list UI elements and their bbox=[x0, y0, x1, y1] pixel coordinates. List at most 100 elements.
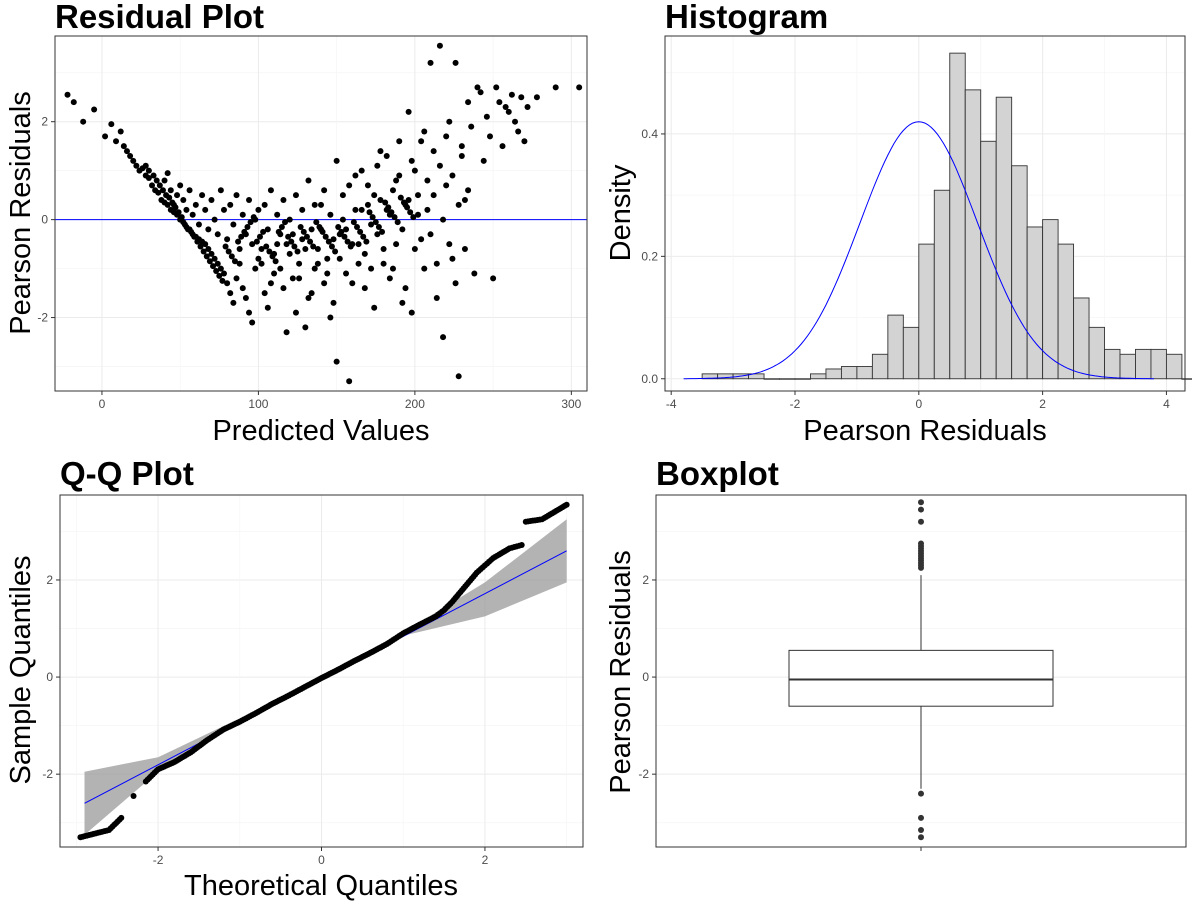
residual-point bbox=[347, 243, 354, 250]
residual-point bbox=[205, 226, 212, 233]
residual-point bbox=[214, 231, 221, 238]
histogram-bar bbox=[1073, 297, 1090, 380]
residual-point bbox=[440, 216, 447, 223]
residual-point bbox=[314, 260, 321, 267]
residual-point bbox=[120, 143, 127, 150]
density-curve bbox=[683, 121, 1154, 380]
residual-point bbox=[205, 246, 212, 252]
residual-point bbox=[261, 201, 268, 208]
residual-point bbox=[490, 275, 497, 282]
histogram-bar bbox=[995, 96, 1013, 380]
outlier-point bbox=[918, 518, 924, 525]
residual-point bbox=[271, 270, 278, 277]
histogram-bar bbox=[1165, 353, 1183, 380]
residual-point bbox=[319, 228, 326, 235]
x-tick-label: 4 bbox=[1163, 397, 1170, 411]
histogram-bar bbox=[825, 368, 842, 380]
residual-point bbox=[199, 192, 206, 199]
residual-point bbox=[493, 84, 500, 91]
residual-point bbox=[524, 104, 531, 110]
residual-point bbox=[280, 197, 287, 204]
residual-point bbox=[255, 206, 262, 213]
residual-point bbox=[228, 253, 235, 260]
residual-point bbox=[375, 223, 382, 230]
residual-point bbox=[155, 189, 162, 196]
residual-point bbox=[300, 228, 307, 235]
residual-point bbox=[458, 143, 465, 150]
residual-point bbox=[289, 231, 296, 238]
residual-point bbox=[275, 228, 282, 235]
residual-point bbox=[211, 255, 218, 262]
residual-point bbox=[239, 285, 246, 292]
qq-plot-ticks: -2 0 2 -2 0 2 bbox=[42, 573, 488, 867]
x-tick-label: 2 bbox=[1039, 397, 1046, 411]
residual-point bbox=[305, 177, 312, 184]
residual-point bbox=[291, 243, 298, 250]
residual-plot-border bbox=[54, 35, 588, 392]
residual-point bbox=[183, 206, 190, 213]
residual-plot-xlabel: Predicted Values bbox=[212, 415, 429, 447]
histogram-bar bbox=[794, 378, 811, 380]
residual-point bbox=[364, 201, 371, 208]
residual-point bbox=[418, 236, 425, 243]
residual-point bbox=[461, 197, 468, 204]
residual-point bbox=[436, 42, 443, 49]
residual-point bbox=[178, 214, 185, 221]
histogram-border bbox=[664, 35, 1186, 392]
residual-point bbox=[278, 223, 285, 230]
residual-point bbox=[358, 167, 365, 174]
residual-point bbox=[277, 265, 284, 272]
residual-point bbox=[328, 243, 335, 250]
outlier-point bbox=[918, 790, 924, 797]
y-tick-label: 0 bbox=[46, 670, 53, 684]
qq-point bbox=[518, 542, 525, 549]
residual-point bbox=[133, 162, 140, 169]
boxplot-panel: Boxplot -2 0 2 Pearson Residuals bbox=[605, 455, 1187, 851]
residual-point bbox=[374, 162, 381, 169]
residual-point bbox=[250, 214, 257, 221]
histogram-ticks: 0.0 0.2 0.4 -4 -2 0 2 4 bbox=[641, 127, 1170, 411]
residual-point bbox=[440, 334, 447, 341]
residual-point bbox=[405, 197, 412, 204]
residual-point bbox=[382, 199, 389, 206]
y-tick-label: -2 bbox=[42, 767, 53, 781]
residual-point bbox=[324, 270, 331, 277]
histogram-bar bbox=[840, 366, 858, 380]
residual-point bbox=[346, 378, 353, 385]
residual-point bbox=[465, 99, 472, 106]
residual-point bbox=[424, 206, 431, 213]
residual-point bbox=[343, 270, 350, 277]
residual-point bbox=[282, 219, 289, 226]
qq-plot-ylabel: Sample Quantiles bbox=[5, 556, 37, 785]
residual-point bbox=[357, 228, 364, 235]
residual-point bbox=[322, 233, 329, 240]
residual-point bbox=[389, 187, 396, 194]
residual-point bbox=[333, 157, 340, 164]
residual-point bbox=[230, 221, 237, 228]
residual-point bbox=[274, 241, 281, 248]
y-tick-label: 2 bbox=[46, 573, 53, 587]
residual-point bbox=[327, 314, 334, 321]
histogram-panel: Histogram 0.0 0.2 0.4 -4 -2 0 2 4 Pearson Resid… bbox=[605, 0, 1192, 447]
qq-plot-title: Q-Q Plot bbox=[60, 455, 194, 492]
residual-point bbox=[421, 128, 428, 135]
residual-point bbox=[220, 270, 227, 277]
histogram-xlabel: Pearson Residuals bbox=[803, 415, 1046, 447]
residual-point bbox=[313, 219, 320, 226]
residual-point bbox=[368, 265, 375, 272]
residual-point bbox=[415, 211, 422, 218]
residual-point bbox=[289, 275, 296, 282]
residual-point bbox=[285, 233, 292, 240]
residual-point bbox=[296, 275, 303, 282]
residual-point bbox=[363, 238, 370, 245]
residual-point bbox=[260, 228, 267, 235]
residual-point bbox=[308, 290, 315, 297]
residual-point bbox=[299, 236, 306, 243]
residual-point bbox=[486, 133, 493, 140]
residual-point bbox=[166, 194, 173, 201]
residual-point bbox=[339, 216, 346, 223]
residual-point bbox=[224, 280, 231, 287]
residual-point bbox=[325, 238, 332, 245]
residual-point bbox=[311, 265, 318, 272]
